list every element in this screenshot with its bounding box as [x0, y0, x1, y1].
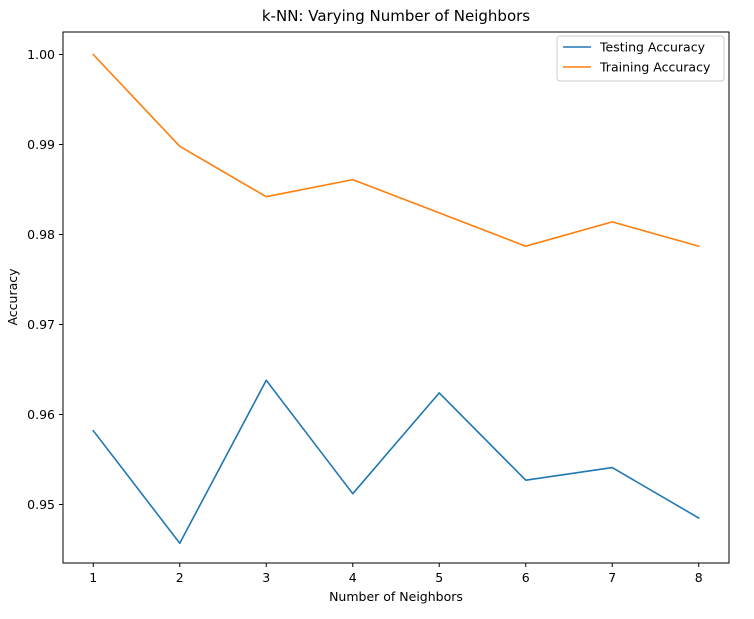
chart-title: k-NN: Varying Number of Neighbors — [262, 7, 530, 25]
plot-frame — [62, 31, 730, 564]
x-tick-label: 5 — [435, 570, 443, 585]
x-tick-label: 4 — [349, 570, 357, 585]
legend-label: Testing Accuracy — [599, 40, 706, 55]
x-tick-label: 8 — [695, 570, 703, 585]
series-line-testing — [92, 379, 700, 545]
y-tick-label: 0.98 — [27, 227, 55, 242]
legend: Testing Accuracy Training Accuracy — [556, 35, 725, 82]
x-axis: 1 2 3 4 5 6 7 8 — [89, 563, 703, 585]
y-axis: 0.95 0.96 0.97 0.98 0.99 1.00 — [27, 47, 63, 512]
x-axis-label: Number of Neighbors — [329, 589, 463, 604]
legend-box — [556, 35, 725, 82]
x-tick-label: 6 — [522, 570, 530, 585]
y-tick-label: 0.99 — [27, 137, 55, 152]
y-tick-label: 0.97 — [27, 317, 55, 332]
series-lines — [92, 53, 700, 545]
legend-label: Training Accuracy — [599, 60, 711, 75]
x-tick-label: 3 — [262, 570, 270, 585]
x-tick-label: 7 — [608, 570, 616, 585]
x-tick-label: 1 — [89, 570, 97, 585]
x-tick-label: 2 — [176, 570, 184, 585]
y-tick-label: 0.96 — [27, 407, 55, 422]
y-tick-label: 1.00 — [27, 47, 55, 62]
y-tick-label: 0.95 — [27, 497, 55, 512]
series-line-training — [92, 53, 700, 248]
y-axis-label: Accuracy — [5, 268, 20, 326]
